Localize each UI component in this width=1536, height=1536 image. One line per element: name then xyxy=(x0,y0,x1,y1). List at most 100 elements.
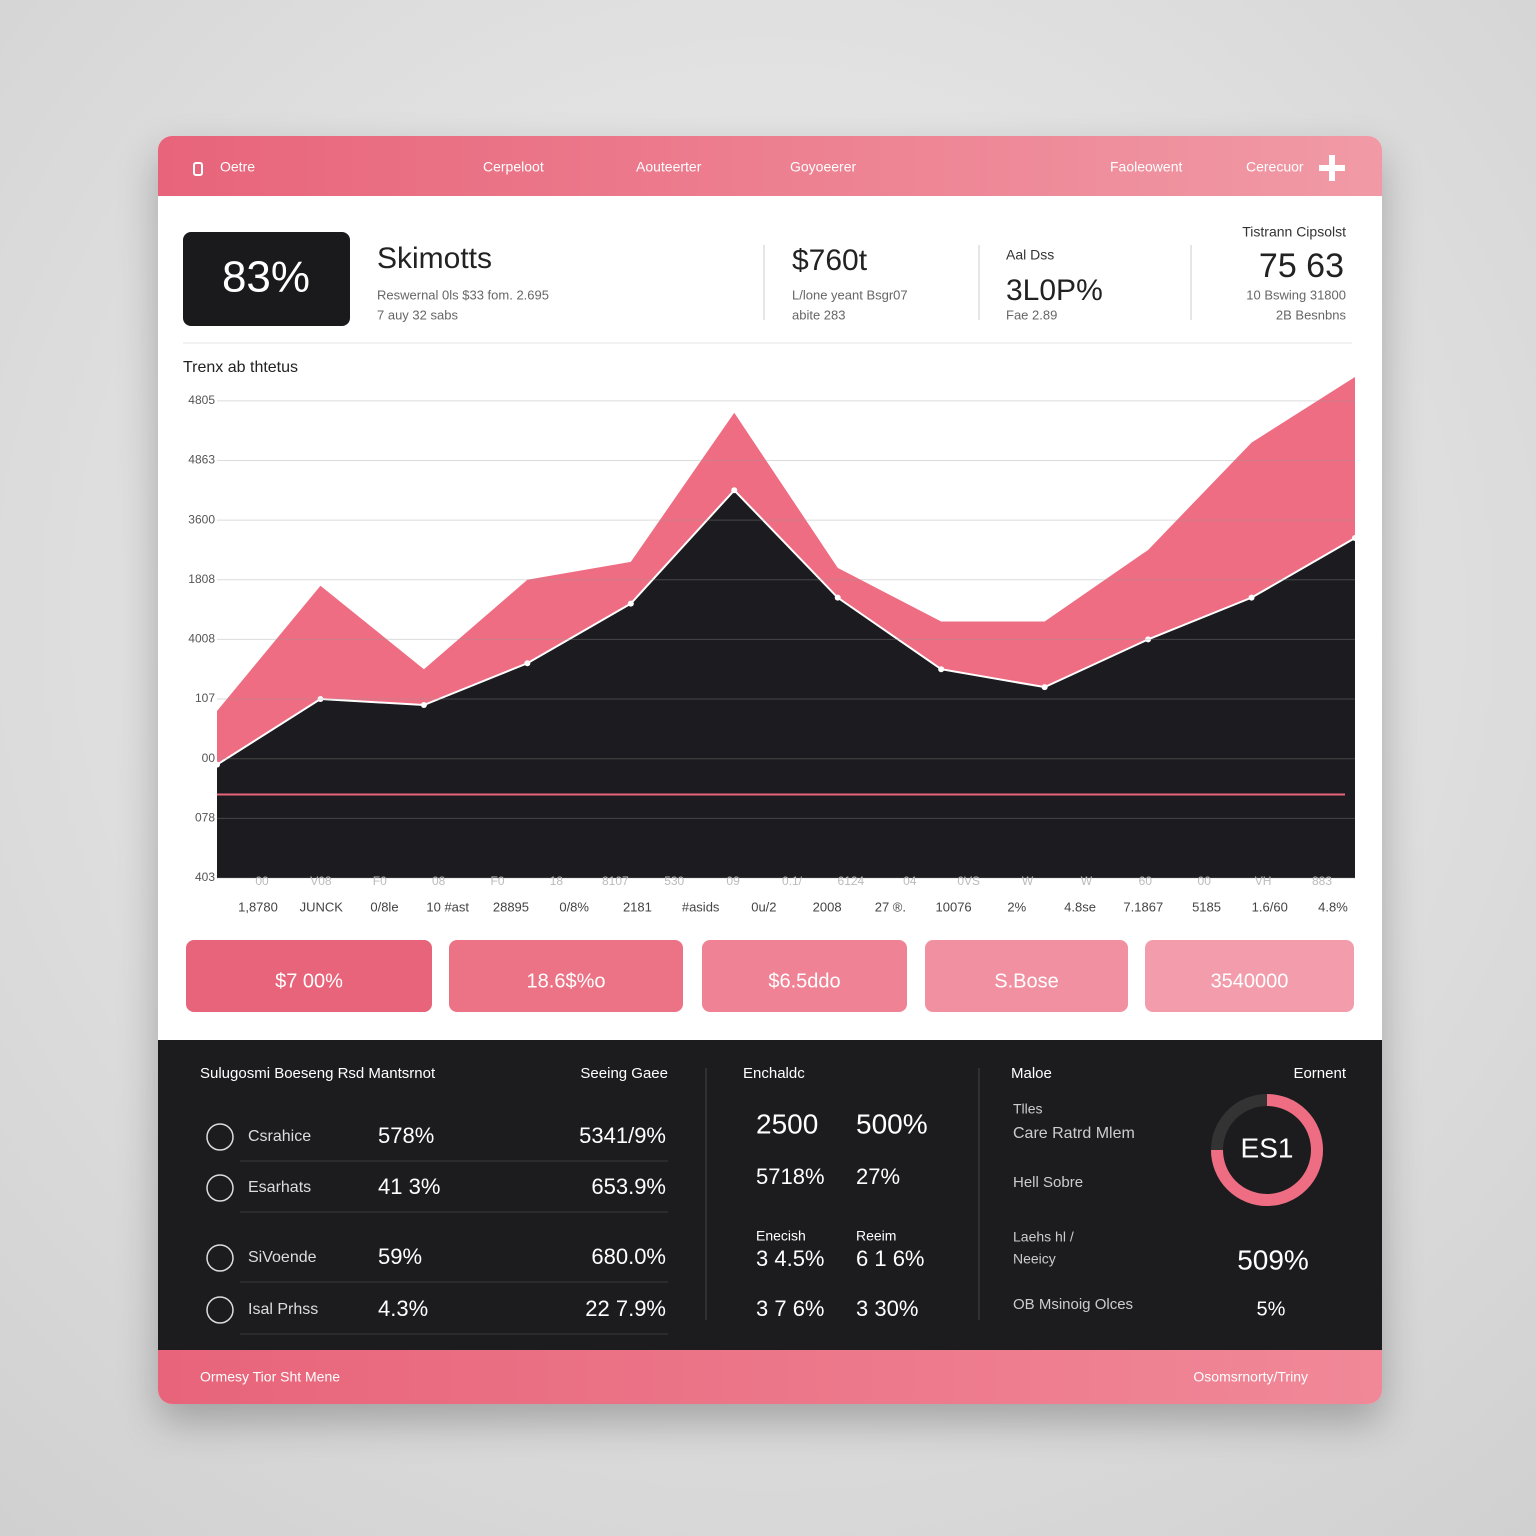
cell: 27% xyxy=(856,1164,900,1189)
chart-title: Trenx ab thtetus xyxy=(183,359,298,376)
x-tick-label: 4.8se xyxy=(1064,899,1096,914)
kpi-title: Skimotts xyxy=(377,242,492,275)
panel-heading: Eornent xyxy=(1293,1065,1346,1082)
point xyxy=(317,696,324,703)
x-tick-label: 0u/2 xyxy=(751,899,776,914)
home-icon[interactable] xyxy=(193,162,203,176)
cell: Enecish xyxy=(756,1228,806,1244)
x-tick-label: 0/8% xyxy=(559,899,589,914)
metric-button[interactable] xyxy=(449,940,683,1012)
y-tick-label: 107 xyxy=(195,691,215,705)
point xyxy=(1352,535,1358,542)
panel-heading: Enchaldc xyxy=(743,1065,805,1082)
point xyxy=(834,594,841,601)
y-tick-label: 3600 xyxy=(188,512,215,526)
panel-heading: Maloe xyxy=(1011,1065,1052,1082)
metric-button-label: S.Bose xyxy=(994,970,1058,992)
nav-item: Cerpeloot xyxy=(483,159,544,175)
x-tick-label: 2% xyxy=(1007,899,1026,914)
dark-panel xyxy=(158,1040,1382,1350)
x-tick-label: W xyxy=(1022,874,1034,888)
right-line: Laehs hl / xyxy=(1013,1229,1074,1245)
kpi-sub: 7 auy 32 sabs xyxy=(377,307,458,322)
kpi-badge xyxy=(183,232,350,326)
x-tick-label: 4.8% xyxy=(1318,899,1348,914)
nav-item: Oetre xyxy=(220,159,255,175)
stat-value: $760t xyxy=(792,244,868,277)
plus-icon[interactable] xyxy=(1319,155,1345,181)
x-tick-label: 0VS xyxy=(957,874,980,888)
x-tick-label: 530 xyxy=(664,874,684,888)
row-icon xyxy=(206,1174,234,1202)
x-tick-label: 2181 xyxy=(623,899,652,914)
x-tick-label: 08 xyxy=(432,874,446,888)
kpi-sub: Reswernal 0ls $33 fom. 2.695 xyxy=(377,287,549,302)
cell: 3 7 6% xyxy=(756,1296,825,1321)
x-tick-label: F0 xyxy=(491,874,505,888)
x-tick-label: 8107 xyxy=(602,874,629,888)
stat-sub: 2B Besnbns xyxy=(1276,307,1347,322)
x-tick-label: F0 xyxy=(373,874,387,888)
row-value: 41 3% xyxy=(378,1174,440,1199)
metric-button[interactable] xyxy=(925,940,1128,1012)
x-tick-label: 00 xyxy=(255,874,269,888)
x-tick-label: 0.1/ xyxy=(782,874,803,888)
y-tick-label: 1808 xyxy=(188,572,215,586)
row-value: 22 7.9% xyxy=(585,1296,666,1321)
row-icon xyxy=(206,1123,234,1151)
cell: 3 30% xyxy=(856,1296,918,1321)
stat-sub: 10 Bswing 31800 xyxy=(1246,287,1346,302)
point xyxy=(731,487,738,494)
x-tick-label: VH xyxy=(1255,874,1272,888)
x-tick-label: 0/8le xyxy=(370,899,398,914)
stat-label: Aal Dss xyxy=(1006,247,1054,263)
row-value: 5341/9% xyxy=(579,1123,666,1148)
row-value: 59% xyxy=(378,1244,422,1269)
row-name: Csrahice xyxy=(248,1128,311,1145)
x-tick-label: 18 xyxy=(550,874,564,888)
right-value: 509% xyxy=(1237,1244,1309,1275)
metric-button-label: $6.5ddo xyxy=(768,970,840,992)
stat-sub: abite 283 xyxy=(792,307,846,322)
footer-bar xyxy=(158,1350,1382,1404)
panel-heading: Seeing Gaee xyxy=(580,1065,668,1082)
metric-button[interactable] xyxy=(186,940,432,1012)
stat-value: 75 63 xyxy=(1259,247,1344,285)
point xyxy=(524,660,531,667)
row-value: 653.9% xyxy=(591,1174,666,1199)
point xyxy=(420,702,427,709)
x-tick-label: 04 xyxy=(903,874,917,888)
cell: 2500 xyxy=(756,1108,818,1139)
point xyxy=(938,666,945,673)
right-line: Neeicy xyxy=(1013,1251,1056,1267)
y-tick-label: 00 xyxy=(202,751,216,765)
right-line: Tlles xyxy=(1013,1101,1043,1117)
series-line xyxy=(216,488,1356,766)
stat-label: Tistrann Cipsolst xyxy=(1242,224,1346,240)
metric-button-label: 18.6$%o xyxy=(527,970,606,992)
x-tick-label: 6124 xyxy=(838,874,865,888)
right-value: 5% xyxy=(1257,1298,1286,1320)
metric-button-label: 3540000 xyxy=(1211,970,1289,992)
metric-button[interactable] xyxy=(1145,940,1354,1012)
x-tick-label: 00 xyxy=(1198,874,1212,888)
point xyxy=(1248,594,1255,601)
nav-bar xyxy=(158,136,1382,196)
y-tick-label: 403 xyxy=(195,870,215,884)
x-tick-label: 883 xyxy=(1312,874,1332,888)
x-tick-label: 10076 xyxy=(936,899,972,914)
panel-heading: Sulugosmi Boeseng Rsd Mantsrnot xyxy=(200,1065,436,1082)
row-icon xyxy=(206,1244,234,1272)
cell: 500% xyxy=(856,1108,928,1139)
row-icon xyxy=(206,1296,234,1324)
metric-button[interactable] xyxy=(702,940,907,1012)
x-tick-label: 7.1867 xyxy=(1123,899,1163,914)
kpi-badge-value: 83% xyxy=(222,253,310,302)
x-tick-label: 5185 xyxy=(1192,899,1221,914)
nav-item: Cerecuor xyxy=(1246,159,1304,175)
point xyxy=(214,761,220,768)
area xyxy=(217,490,1355,878)
x-tick-label: 1,8780 xyxy=(238,899,278,914)
x-tick-label: 28895 xyxy=(493,899,529,914)
